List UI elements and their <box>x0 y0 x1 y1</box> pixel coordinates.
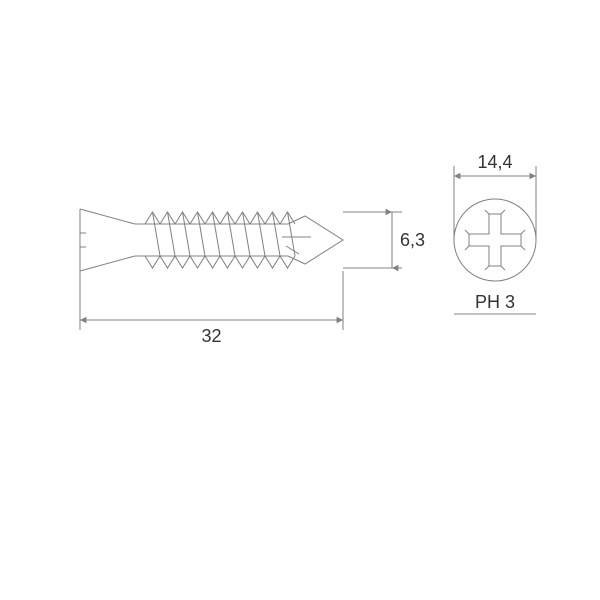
drive-type-label: PH 3 <box>475 292 515 312</box>
length-dimension-label: 32 <box>201 326 221 346</box>
screw-side-view <box>80 209 343 271</box>
screw-head-front-view <box>454 199 536 281</box>
technical-drawing: 32 6,3 14,4 PH 3 <box>0 0 600 600</box>
head-diameter-dimension-label: 14,4 <box>477 152 512 172</box>
thread-diameter-dimension-label: 6,3 <box>400 230 425 250</box>
